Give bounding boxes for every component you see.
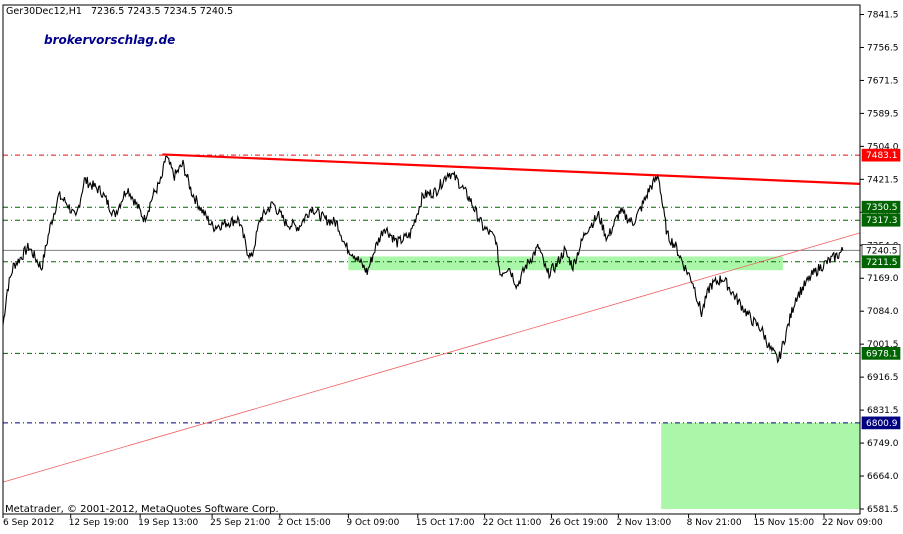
y-tick-label: 7001.5	[867, 340, 899, 350]
price-label-5: 7211.5	[866, 258, 898, 268]
y-tick-label: 6749.0	[867, 439, 899, 449]
copyright-note: Metatrader, © 2001-2012, MetaQuotes Soft…	[5, 504, 279, 515]
trendline-1[interactable]	[162, 153, 861, 185]
price-label-6: 6978.1	[866, 349, 898, 359]
brand-watermark: brokervorschlag.de	[44, 33, 175, 47]
x-tick-label: 19 Sep 13:00	[138, 518, 198, 528]
price-label-2: 7350.5	[866, 203, 898, 213]
x-tick-label: 22 Oct 11:00	[483, 518, 542, 528]
highlight-zone-1	[348, 256, 783, 271]
price-label-1: 7483.1	[866, 151, 898, 161]
trendline-2[interactable]	[2, 232, 861, 483]
y-tick-label: 6831.5	[867, 406, 899, 416]
chart-header-ohlc: 7236.5 7243.5 7234.5 7240.5	[91, 6, 233, 17]
price-label-box-5	[861, 255, 901, 269]
x-tick-label: 15 Oct 17:00	[416, 518, 475, 528]
chart-header-symbol: Ger30Dec12,H1	[6, 6, 82, 17]
y-tick-label: 7421.5	[867, 175, 899, 185]
y-tick-label: 6916.5	[867, 373, 899, 383]
x-tick-label: 2 Nov 13:00	[616, 518, 671, 528]
price-label-box-7	[861, 416, 901, 430]
y-tick-label: 7169.0	[867, 274, 899, 284]
x-tick-label: 2 Oct 15:00	[278, 518, 331, 528]
y-tick-label: 6664.0	[867, 472, 899, 482]
x-tick-label: 25 Sep 21:00	[210, 518, 270, 528]
y-tick-label: 7756.5	[867, 43, 899, 53]
highlight-zone-2	[661, 422, 860, 509]
price-label-7: 6800.9	[866, 419, 898, 429]
price-line	[2, 155, 844, 364]
price-label-box-1	[861, 148, 901, 162]
price-label-4: 7240.5	[866, 246, 898, 256]
y-tick-label: 7671.5	[867, 76, 899, 86]
y-tick-label: 7084.0	[867, 307, 899, 317]
price-series	[2, 155, 844, 364]
x-tick-label: 26 Oct 19:00	[549, 518, 608, 528]
price-label-box-3	[861, 213, 901, 227]
x-tick-label: 15 Nov 15:00	[753, 518, 814, 528]
x-tick-label: 8 Nov 21:00	[687, 518, 742, 528]
x-tick-label: 12 Sep 19:00	[69, 518, 129, 528]
x-tick-label: 9 Oct 09:00	[346, 518, 399, 528]
x-tick-label: 6 Sep 2012	[3, 518, 54, 528]
price-label-3: 7317.3	[866, 216, 898, 226]
y-tick-label: 7589.5	[867, 109, 899, 119]
x-tick-label: 22 Nov 09:00	[822, 518, 883, 528]
y-tick-label: 7504.0	[867, 142, 899, 152]
y-tick-label: 6581.5	[867, 505, 899, 515]
y-tick-label: 7841.5	[867, 11, 899, 21]
price-label-box-6	[861, 347, 901, 360]
price-label-box-2	[861, 200, 901, 214]
plot-frame	[2, 4, 861, 515]
